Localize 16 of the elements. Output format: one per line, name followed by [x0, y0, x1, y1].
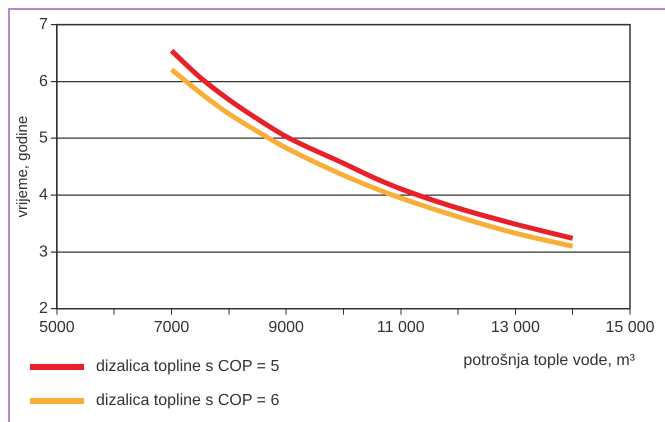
y-axis-title: vrijeme, godine: [14, 116, 32, 218]
x-tick-label: 13 000: [490, 318, 540, 336]
y-tick-label: 4: [38, 186, 48, 204]
legend-label: dizalica topline s COP = 5: [96, 358, 280, 376]
x-tick-label: 5000: [39, 318, 75, 336]
x-tick-label: 15 000: [606, 318, 655, 336]
x-tick-label: 11 000: [376, 318, 425, 336]
y-tick-label: 5: [38, 130, 48, 147]
y-tick-label: 2: [38, 300, 48, 318]
legend-label: dizalica topline s COP = 6: [96, 392, 280, 410]
x-tick-label: 9000: [268, 318, 304, 336]
x-tick-label: 7000: [154, 318, 190, 336]
x-axis-title: potrošnja tople vode, m³: [463, 352, 635, 370]
y-tick-label: 3: [38, 243, 48, 260]
y-tick-label: 6: [38, 72, 48, 90]
y-tick-label: 7: [38, 16, 48, 34]
